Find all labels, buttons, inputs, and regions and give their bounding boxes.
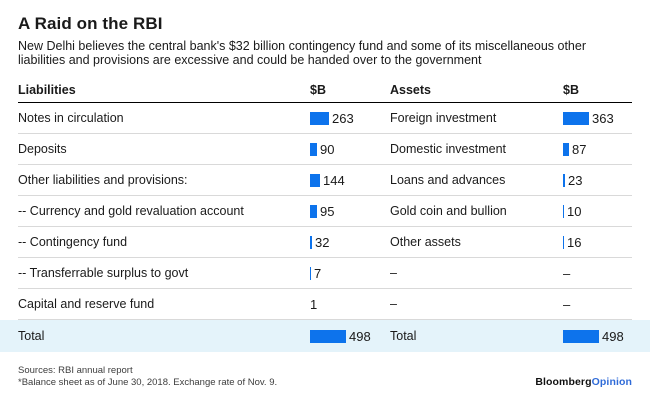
liability-value-cell: 263 [310, 111, 390, 126]
asset-value-cell: 87 [563, 142, 632, 157]
asset-value-cell: 10 [563, 204, 632, 219]
asset-label: Domestic investment [390, 142, 507, 156]
asset-label: Loans and advances [390, 173, 506, 187]
asset-label: – [390, 266, 397, 280]
liability-value-bar [310, 173, 320, 187]
bloomberg-opinion-logo: BloombergOpinion [535, 376, 632, 388]
table-body: Notes in circulation 263 Foreign investm… [0, 103, 650, 352]
column-header-assets-unit: $B [563, 83, 579, 97]
liability-value-cell: 95 [310, 204, 390, 219]
liability-value-number: 144 [323, 172, 345, 188]
liability-value-bar [310, 111, 329, 125]
liability-value-cell: 32 [310, 235, 390, 250]
chart-subtitle: New Delhi believes the central bank's $3… [18, 39, 586, 67]
liability-label: -- Transferrable surplus to govt [18, 266, 189, 280]
asset-label: Foreign investment [390, 111, 497, 125]
table-header-row: Liabilities $B Assets $B [18, 79, 632, 103]
asset-value-bar [563, 111, 589, 125]
liability-label: Notes in circulation [18, 111, 124, 125]
asset-value-number: 87 [572, 141, 587, 157]
asset-label: Other assets [390, 235, 461, 249]
liability-label: -- Contingency fund [18, 235, 128, 249]
column-header-liabilities-unit: $B [310, 83, 326, 97]
table-row: Notes in circulation 263 Foreign investm… [18, 103, 632, 134]
liability-value-number: 95 [320, 203, 335, 219]
table-row: Capital and reserve fund 1 – – [18, 289, 632, 320]
liability-value-cell: 90 [310, 142, 390, 157]
liability-value-number: 90 [320, 141, 335, 157]
liability-value-number: 32 [315, 234, 330, 250]
liability-value-bar [310, 142, 317, 156]
column-header-liabilities: Liabilities [18, 83, 76, 97]
asset-label: Gold coin and bullion [390, 204, 507, 218]
liability-label: Total [18, 329, 45, 343]
asset-value-number: 10 [567, 203, 582, 219]
column-header-assets: Assets [390, 83, 431, 97]
liability-value-number: 263 [332, 110, 354, 126]
liability-value-cell: 498 [310, 329, 390, 344]
liability-value-bar [310, 204, 317, 218]
liability-value-bar [310, 266, 311, 280]
asset-value-number: 23 [568, 172, 583, 188]
liability-value-number: 1 [310, 296, 318, 312]
table-row: -- Contingency fund 32 Other assets 16 [18, 227, 632, 258]
asset-value-cell: 363 [563, 111, 632, 126]
asset-value-number: – [563, 265, 571, 281]
asset-value-cell: – [563, 297, 632, 312]
footnote-line: *Balance sheet as of June 30, 2018. Exch… [18, 376, 278, 388]
chart-card: A Raid on the RBI New Delhi believes the… [0, 14, 650, 414]
asset-value-number: – [563, 296, 571, 312]
asset-value-number: 16 [567, 234, 582, 250]
liability-value-number: 498 [349, 328, 371, 344]
liability-value-cell: 144 [310, 173, 390, 188]
liability-label: Capital and reserve fund [18, 297, 155, 311]
liability-label: Deposits [18, 142, 67, 156]
liability-label: Other liabilities and provisions: [18, 173, 188, 187]
asset-label: Total [390, 329, 417, 343]
liability-value-cell: 7 [310, 266, 390, 281]
table-row: Other liabilities and provisions: 144 Lo… [18, 165, 632, 196]
asset-value-cell: 23 [563, 173, 632, 188]
asset-label: – [390, 297, 397, 311]
asset-value-bar [563, 173, 565, 187]
asset-value-bar [563, 204, 564, 218]
table-row: -- Transferrable surplus to govt 7 – – [18, 258, 632, 289]
asset-value-bar [563, 142, 569, 156]
asset-value-cell: 16 [563, 235, 632, 250]
footer-sources: Sources: RBI annual report *Balance shee… [18, 365, 277, 388]
sources-line: Sources: RBI annual report [18, 365, 133, 376]
liability-value-cell: 1 [310, 297, 390, 312]
liability-label: -- Currency and gold revaluation account [18, 204, 244, 218]
liability-value-bar [310, 329, 346, 343]
asset-value-number: 498 [602, 328, 624, 344]
page-title: A Raid on the RBI [18, 14, 163, 33]
table-row: -- Currency and gold revaluation account… [18, 196, 632, 227]
liability-value-number: 7 [314, 265, 322, 281]
total-row: Total 498 Total 498 [0, 320, 650, 352]
asset-value-cell: 498 [563, 329, 632, 344]
logo-bloomberg-text: Bloomberg [535, 376, 592, 388]
asset-value-bar [563, 235, 564, 249]
footer: Sources: RBI annual report *Balance shee… [18, 365, 632, 388]
asset-value-cell: – [563, 266, 632, 281]
asset-value-number: 363 [592, 110, 614, 126]
logo-opinion-text: Opinion [591, 376, 632, 388]
asset-value-bar [563, 329, 599, 343]
liability-value-bar [310, 235, 312, 249]
table-row: Deposits 90 Domestic investment 87 [18, 134, 632, 165]
